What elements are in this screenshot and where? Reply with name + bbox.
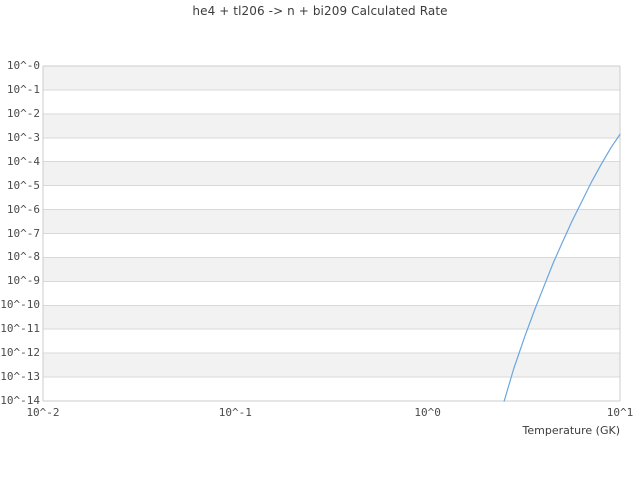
x-axis-title: Temperature (GK) [522, 424, 621, 437]
y-tick-label: 10^-3 [6, 130, 40, 144]
y-tick-label: 10^-8 [6, 250, 40, 264]
y-tick-label: 10^-11 [0, 322, 40, 336]
y-tick-label: 10^-0 [6, 59, 40, 72]
y-tick-label: 10^-4 [6, 154, 40, 168]
x-tick-label: 10^1 [606, 406, 634, 419]
y-tick-label: 10^-13 [0, 370, 40, 384]
background-bands [43, 66, 620, 401]
x-tick-label: 10^0 [414, 406, 441, 419]
y-tick-label: 10^-12 [0, 346, 40, 360]
y-tick-label: 10^-6 [6, 202, 40, 216]
y-tick-label: 10^-10 [0, 298, 40, 312]
y-tick-label: 10^-14 [0, 394, 40, 407]
y-tick-label: 10^-1 [6, 82, 40, 96]
plot-frame [42, 65, 621, 402]
chart-title: he4 + tl206 -> n + bi209 Calculated Rate [192, 4, 448, 18]
x-tick-label: 10^-2 [26, 406, 60, 419]
data-series-group [503, 133, 621, 402]
x-tick-label: 10^-1 [218, 406, 252, 419]
y-tick-label: 10^-5 [6, 178, 40, 192]
y-tick-label: 10^-2 [6, 106, 40, 120]
gridlines [43, 65, 620, 402]
data-series-line [503, 133, 621, 402]
y-tick-label: 10^-9 [6, 274, 40, 288]
y-tick-label: 10^-7 [6, 226, 40, 240]
